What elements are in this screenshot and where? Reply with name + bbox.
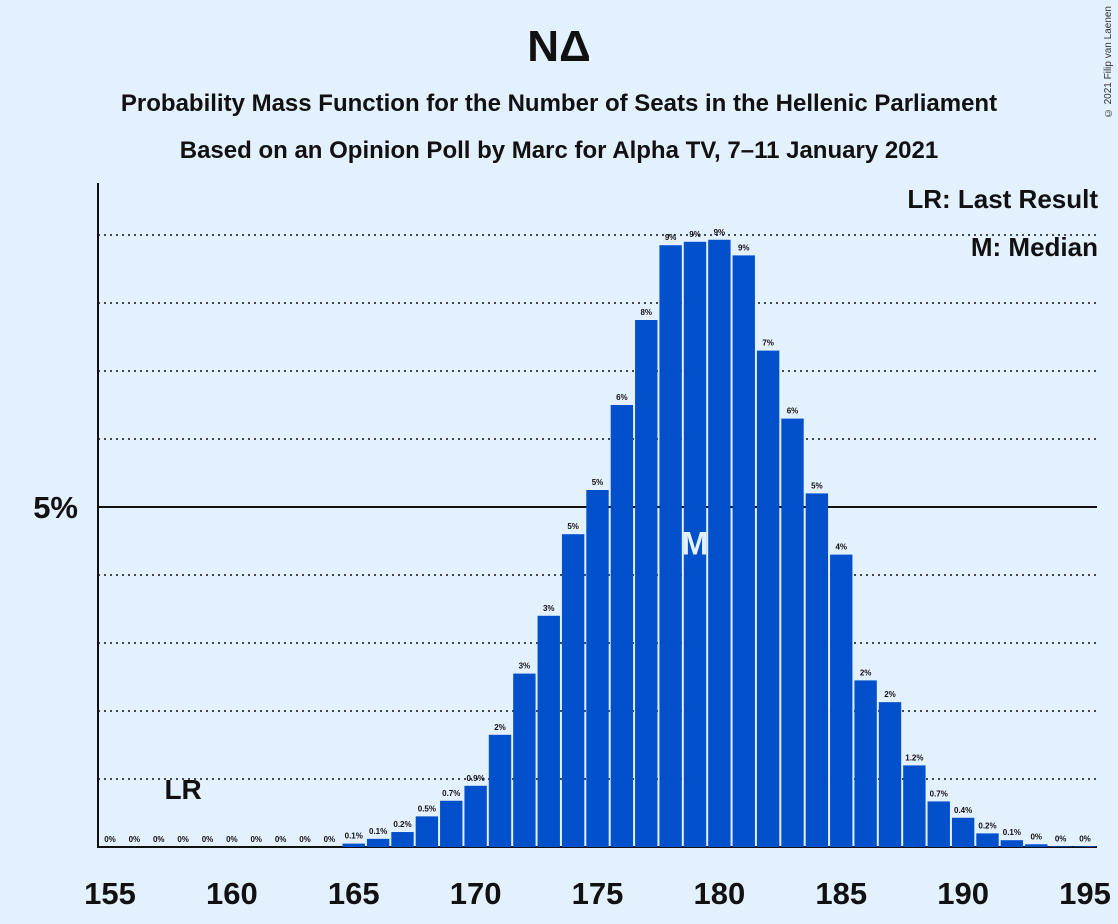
bar-176	[610, 405, 634, 847]
bar-188	[903, 765, 926, 847]
bar-170	[464, 785, 487, 847]
bar-166	[366, 838, 390, 847]
bar-169	[440, 800, 463, 847]
bar-label-193: 0%	[1030, 832, 1042, 841]
bar-label-189: 0.7%	[930, 789, 948, 798]
bar-185	[830, 554, 853, 847]
bar-label-166: 0.1%	[369, 827, 387, 836]
bar-label-182: 7%	[762, 339, 774, 348]
bar-165	[342, 843, 365, 847]
bar-174	[561, 534, 585, 847]
bar-label-163: 0%	[299, 835, 311, 844]
bar-label-188: 1.2%	[905, 753, 923, 762]
x-tick-180: 180	[694, 876, 746, 911]
bar-173	[537, 615, 560, 847]
bar-label-177: 8%	[640, 308, 652, 317]
bar-191	[976, 833, 999, 847]
bar-label-192: 0.1%	[1003, 828, 1021, 837]
bar-label-168: 0.5%	[418, 804, 436, 813]
bar-label-175: 5%	[592, 478, 604, 487]
legend-median: M: Median	[970, 232, 1098, 262]
x-tick-195: 195	[1059, 876, 1111, 911]
bar-label-178: 9%	[665, 233, 677, 242]
bar-184	[805, 493, 829, 847]
bar-label-184: 5%	[811, 481, 823, 490]
bar-label-187: 2%	[884, 690, 896, 699]
median-marker: M	[682, 525, 709, 561]
bar-179	[683, 241, 707, 848]
bar-label-171: 2%	[494, 723, 506, 732]
bar-label-179: 9%	[689, 230, 701, 239]
bar-label-191: 0.2%	[978, 821, 996, 830]
bar-label-190: 0.4%	[954, 806, 972, 815]
bar-167	[391, 832, 414, 847]
bar-180	[708, 239, 731, 847]
bar-186	[854, 680, 877, 847]
bar-label-156: 0%	[129, 835, 141, 844]
chart-subtitle-1: Probability Mass Function for the Number…	[120, 90, 998, 117]
bar-175	[586, 490, 609, 847]
bar-label-161: 0%	[250, 835, 262, 844]
x-tick-155: 155	[84, 876, 136, 911]
x-tick-185: 185	[815, 876, 867, 911]
x-tick-190: 190	[937, 876, 989, 911]
bar-label-155: 0%	[104, 835, 116, 844]
bar-label-194: 0%	[1055, 834, 1067, 843]
bar-label-157: 0%	[153, 835, 165, 844]
bar-192	[1000, 840, 1024, 847]
bar-194	[1049, 846, 1072, 847]
bar-label-176: 6%	[616, 393, 628, 402]
bar-181	[732, 255, 755, 847]
bar-label-170: 0.9%	[467, 774, 485, 783]
bar-190	[951, 817, 975, 847]
bar-label-164: 0%	[324, 835, 336, 844]
x-tick-175: 175	[572, 876, 624, 911]
bar-168	[415, 816, 439, 847]
y-tick-label: 5%	[33, 490, 78, 525]
bar-172	[513, 673, 536, 847]
bar-label-173: 3%	[543, 604, 555, 613]
x-tick-170: 170	[450, 876, 502, 911]
last-result-marker: LR	[164, 774, 201, 805]
bar-193	[1025, 844, 1048, 847]
bar-171	[488, 734, 512, 847]
bar-label-195: 0%	[1079, 834, 1091, 843]
bar-182	[756, 350, 780, 847]
bar-label-159: 0%	[202, 835, 214, 844]
chart-subtitle-2: Based on an Opinion Poll by Marc for Alp…	[179, 137, 939, 164]
bar-177	[635, 320, 658, 847]
x-tick-160: 160	[206, 876, 258, 911]
bar-label-169: 0.7%	[442, 789, 460, 798]
bar-label-165: 0.1%	[345, 832, 363, 841]
bar-195	[1073, 846, 1097, 847]
bar-label-160: 0%	[226, 835, 238, 844]
bar-189	[927, 801, 950, 847]
bar-label-180: 9%	[714, 228, 726, 237]
bar-label-172: 3%	[519, 662, 531, 671]
bar-183	[781, 418, 804, 847]
bar-label-174: 5%	[567, 522, 579, 531]
bar-187	[878, 702, 902, 847]
bar-label-185: 4%	[835, 543, 847, 552]
bar-label-162: 0%	[275, 835, 287, 844]
legend-last-result: LR: Last Result	[907, 184, 1098, 214]
chart-title: NΔ	[527, 22, 591, 71]
bar-label-158: 0%	[177, 835, 189, 844]
bar-178	[659, 245, 682, 847]
bar-label-186: 2%	[860, 668, 872, 677]
bar-label-183: 6%	[787, 407, 799, 416]
bar-label-167: 0.2%	[393, 820, 411, 829]
x-tick-165: 165	[328, 876, 380, 911]
bar-label-181: 9%	[738, 243, 750, 252]
